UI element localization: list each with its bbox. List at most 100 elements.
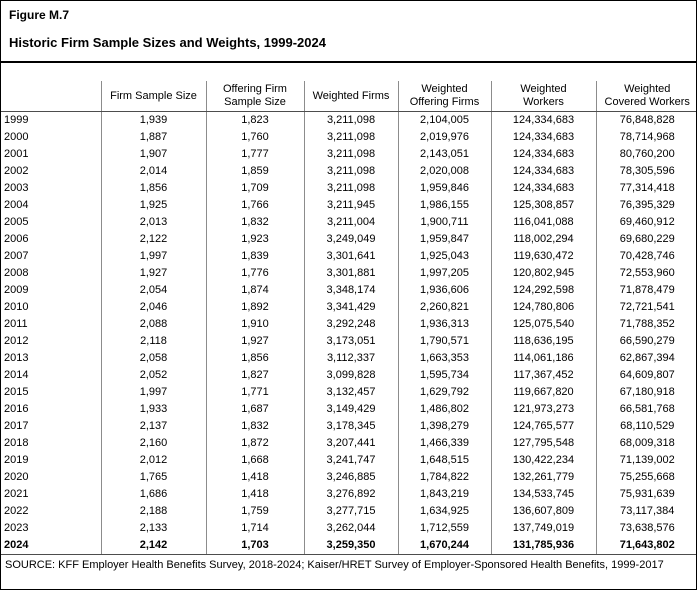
table-row: 2001 1,907 1,777 3,211,098 2,143,051 124,334,… — [1, 145, 696, 163]
value-cell: 1,936,313 — [397, 315, 491, 333]
value-cell: 1,766 — [205, 196, 304, 214]
value-cell: 3,276,892 — [303, 485, 398, 503]
value-cell: 3,211,098 — [303, 179, 398, 197]
value-cell: 1,839 — [205, 247, 304, 265]
value-cell: 2,052 — [100, 366, 206, 384]
year-cell: 2022 — [4, 505, 29, 517]
value-cell: 3,277,715 — [303, 502, 398, 520]
year-cell: 2017 — [4, 420, 29, 432]
year-cell: 2019 — [4, 454, 29, 466]
value-cell: 76,848,828 — [595, 111, 696, 129]
value-cell: 1,925,043 — [397, 247, 491, 265]
value-cell: 124,292,598 — [490, 281, 596, 299]
year-cell: 2016 — [4, 403, 29, 415]
value-cell: 1,843,219 — [397, 485, 491, 503]
value-cell: 118,636,195 — [490, 332, 596, 350]
value-cell: 1,959,847 — [397, 230, 491, 248]
value-cell: 1,629,792 — [397, 383, 491, 401]
table-row: 2007 1,997 1,839 3,301,641 1,925,043 119,630,… — [1, 247, 696, 265]
value-cell: 1,668 — [205, 451, 304, 469]
year-cell: 1999 — [4, 114, 29, 127]
value-cell: 1,933 — [100, 400, 206, 418]
value-cell: 3,132,457 — [303, 383, 398, 401]
value-cell: 3,211,945 — [303, 196, 398, 214]
value-cell: 1,759 — [205, 502, 304, 520]
value-cell: 136,607,809 — [490, 502, 596, 520]
value-cell: 124,334,683 — [490, 179, 596, 197]
table-row: 2010 2,046 1,892 3,341,429 2,260,821 124,780,… — [1, 298, 696, 316]
table-row: 2020 1,765 1,418 3,246,885 1,784,822 132,261,… — [1, 468, 696, 486]
table-row: 2024 2,142 1,703 3,259,350 1,670,244 131,785,… — [1, 536, 696, 554]
table-row: 2005 2,013 1,832 3,211,004 1,900,711 116,041,… — [1, 213, 696, 231]
value-cell: 3,173,051 — [303, 332, 398, 350]
value-cell: 3,249,049 — [303, 230, 398, 248]
value-cell: 1,648,515 — [397, 451, 491, 469]
value-cell: 1,997,205 — [397, 264, 491, 282]
figure-label: Figure M.7 — [9, 8, 70, 22]
value-cell: 1,784,822 — [397, 468, 491, 486]
value-cell: 1,874 — [205, 281, 304, 299]
table-row: 2018 2,160 1,872 3,207,441 1,466,339 127,795,… — [1, 434, 696, 452]
value-cell: 71,643,802 — [595, 536, 696, 554]
value-cell: 114,061,186 — [490, 349, 596, 367]
value-cell: 71,788,352 — [595, 315, 696, 333]
value-cell: 78,714,968 — [595, 128, 696, 146]
table-row: 2009 2,054 1,874 3,348,174 1,936,606 124,292,… — [1, 281, 696, 299]
value-cell: 137,749,019 — [490, 519, 596, 537]
value-cell: 1,790,571 — [397, 332, 491, 350]
value-cell: 3,149,429 — [303, 400, 398, 418]
value-cell: 2,088 — [100, 315, 206, 333]
value-cell: 3,262,044 — [303, 519, 398, 537]
table-row: 2002 2,014 1,859 3,211,098 2,020,008 124,334,… — [1, 162, 696, 180]
table-row: 2019 2,012 1,668 3,241,747 1,648,515 130,422,… — [1, 451, 696, 469]
year-cell: 2009 — [4, 284, 29, 296]
value-cell: 1,709 — [205, 179, 304, 197]
value-cell: 1,714 — [205, 519, 304, 537]
year-cell: 2006 — [4, 233, 29, 245]
value-cell: 1,466,339 — [397, 434, 491, 452]
column-header: Weighted Offering Firms — [397, 81, 491, 112]
value-cell: 1,595,734 — [397, 366, 491, 384]
value-cell: 3,241,747 — [303, 451, 398, 469]
value-cell: 2,058 — [100, 349, 206, 367]
table-row: 2017 2,137 1,832 3,178,345 1,398,279 124,765,… — [1, 417, 696, 435]
year-cell: 2001 — [4, 148, 29, 160]
value-cell: 78,305,596 — [595, 162, 696, 180]
column-header: Firm Sample Size — [100, 81, 206, 112]
year-cell: 2014 — [4, 369, 29, 381]
value-cell: 3,348,174 — [303, 281, 398, 299]
value-cell: 66,581,768 — [595, 400, 696, 418]
value-cell: 1,418 — [205, 485, 304, 503]
value-cell: 2,133 — [100, 519, 206, 537]
year-cell: 2003 — [4, 182, 29, 194]
year-column-header — [1, 81, 101, 112]
value-cell: 75,255,668 — [595, 468, 696, 486]
value-cell: 1,776 — [205, 264, 304, 282]
table-body: 1999 1,939 1,823 3,211,098 2,104,005 124,334,… — [1, 111, 696, 554]
figure-title: Historic Firm Sample Sizes and Weights, … — [9, 35, 326, 50]
year-cell: 2011 — [4, 318, 28, 330]
value-cell: 1,832 — [205, 213, 304, 231]
value-cell: 69,460,912 — [595, 213, 696, 231]
column-header: Weighted Covered Workers — [595, 81, 696, 112]
value-cell: 2,020,008 — [397, 162, 491, 180]
value-cell: 1,418 — [205, 468, 304, 486]
value-cell: 1,892 — [205, 298, 304, 316]
table-row: 2006 2,122 1,923 3,249,049 1,959,847 118,002,… — [1, 230, 696, 248]
value-cell: 2,054 — [100, 281, 206, 299]
value-cell: 1,997 — [100, 247, 206, 265]
value-cell: 64,609,807 — [595, 366, 696, 384]
value-cell: 131,785,936 — [490, 536, 596, 554]
value-cell: 1,887 — [100, 128, 206, 146]
table-row: 2003 1,856 1,709 3,211,098 1,959,846 124,334,… — [1, 179, 696, 197]
header-row: Firm Sample Size Offering Firm Sample Siz… — [1, 81, 696, 112]
year-cell: 2023 — [4, 522, 29, 534]
value-cell: 125,308,857 — [490, 196, 596, 214]
value-cell: 1,859 — [205, 162, 304, 180]
value-cell: 124,334,683 — [490, 162, 596, 180]
table-row: 2012 2,118 1,927 3,173,051 1,790,571 118,636,… — [1, 332, 696, 350]
value-cell: 1,703 — [205, 536, 304, 554]
table-row: 2004 1,925 1,766 3,211,945 1,986,155 125,308,… — [1, 196, 696, 214]
table-row: 2011 2,088 1,910 3,292,248 1,936,313 125,075,… — [1, 315, 696, 333]
value-cell: 3,301,881 — [303, 264, 398, 282]
